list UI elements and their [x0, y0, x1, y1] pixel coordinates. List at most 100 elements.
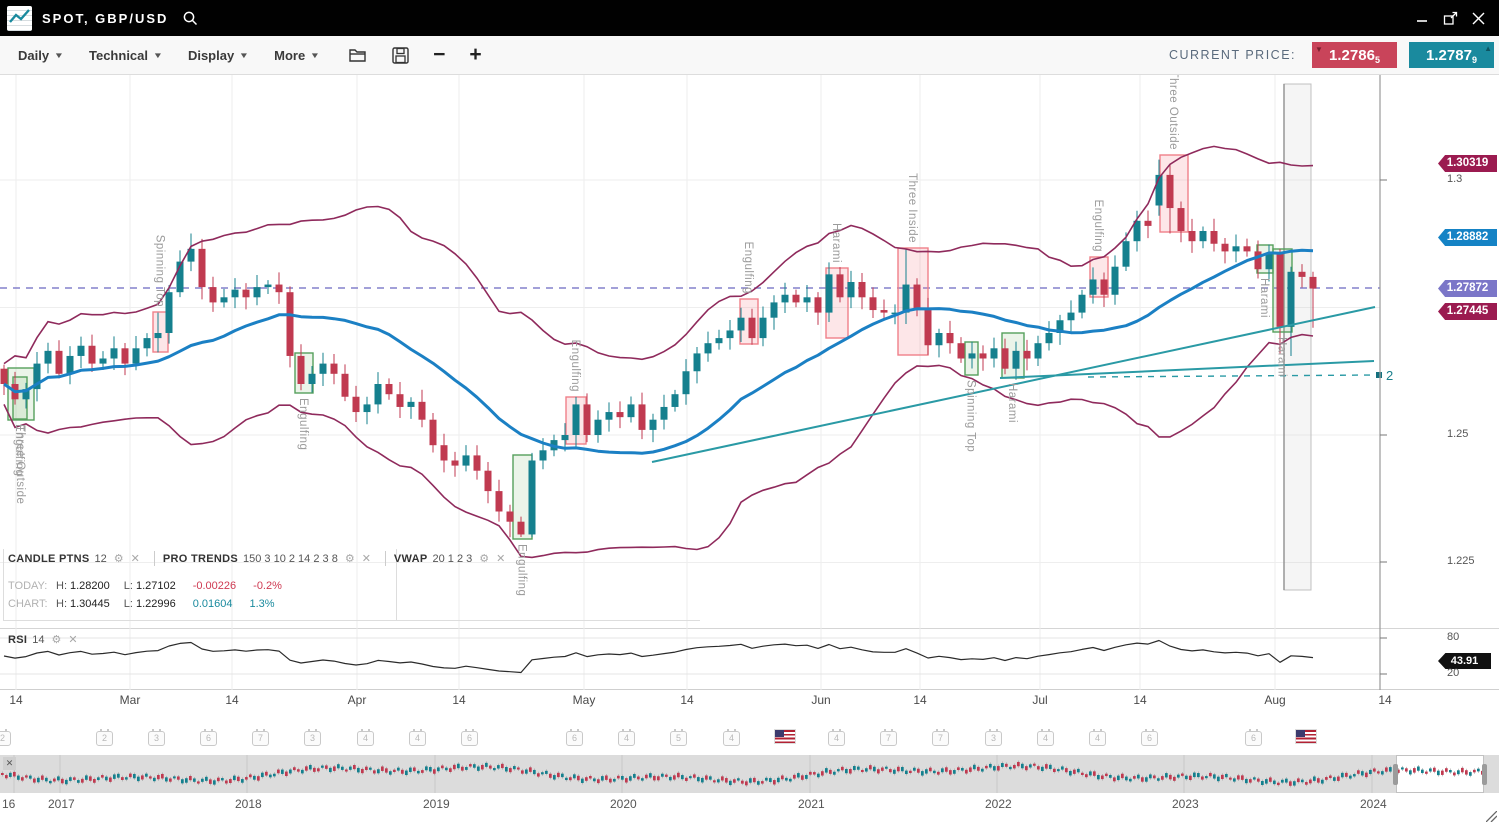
navigator-selection-window[interactable]: [1393, 755, 1487, 793]
svg-text:Harami: Harami: [1276, 337, 1288, 377]
price-badge: 1.27872: [1438, 280, 1497, 297]
today-high: 1.28200: [70, 580, 110, 592]
calendar-event-icon[interactable]: 4: [357, 729, 374, 746]
timeline-navigator[interactable]: ✕: [0, 755, 1499, 793]
navigator-year-label: 2020: [610, 797, 637, 811]
bid-value: 1.2786: [1329, 46, 1375, 64]
legend-vwap-params: 20 1 2 3: [432, 552, 473, 565]
rsi-value-badge: 43.91: [1438, 653, 1491, 669]
svg-text:Three Outside: Three Outside: [14, 425, 26, 504]
legend-vwap-name: VWAP: [393, 552, 428, 565]
x-axis-label: 14: [1133, 693, 1147, 707]
calendar-event-icon[interactable]: 3: [304, 729, 321, 746]
navigator-right-handle[interactable]: [1482, 764, 1487, 785]
x-axis-label: 14: [1378, 693, 1392, 707]
legend-vwap[interactable]: VWAP 20 1 2 3 ⚙ ✕: [393, 552, 506, 566]
close-button[interactable]: [1469, 9, 1487, 27]
price-badge: 1.30319: [1438, 155, 1497, 172]
close-icon[interactable]: ✕: [361, 553, 371, 565]
zoom-out-button[interactable]: −: [433, 43, 446, 66]
svg-text:Engulfing: Engulfing: [1092, 200, 1104, 252]
svg-text:Harami: Harami: [1258, 278, 1270, 318]
calendar-event-icon[interactable]: 7: [932, 729, 949, 746]
menu-daily[interactable]: Daily ▼: [12, 44, 69, 67]
toolbar: Daily ▼ Technical ▼ Display ▼ More ▼: [0, 36, 1499, 75]
navigator-year-label: 2023: [1172, 797, 1199, 811]
x-axis-label: 14: [913, 693, 927, 707]
navigator-close-icon[interactable]: ✕: [3, 757, 16, 770]
title-bar: SPOT, GBP/USD: [0, 0, 1499, 36]
navigator-year-label: 2021: [798, 797, 825, 811]
x-axis-label: 14: [9, 693, 23, 707]
close-icon[interactable]: ✕: [130, 553, 140, 565]
x-axis-label: Jun: [811, 693, 831, 707]
menu-technical[interactable]: Technical ▼: [83, 44, 168, 67]
calendar-event-icon[interactable]: 4: [1037, 729, 1054, 746]
x-axis-label: 14: [225, 693, 239, 707]
calendar-event-icon[interactable]: 7: [252, 729, 269, 746]
calendar-event-icon[interactable]: 4: [409, 729, 426, 746]
navigator-left-handle[interactable]: [1393, 764, 1398, 785]
calendar-event-icon[interactable]: 4: [828, 729, 845, 746]
navigator-canvas[interactable]: [0, 755, 1499, 793]
svg-text:Engulfing: Engulfing: [742, 242, 754, 294]
rsi-axis-tick: 20: [1447, 667, 1460, 679]
chart-stage: 2 Three Outside Engulfing Spinning Top Engul…: [0, 75, 1499, 824]
popout-button[interactable]: [1441, 9, 1459, 27]
calendar-event-icon[interactable]: 6: [200, 729, 217, 746]
legend-candle-ptns-name: CANDLE PTNS: [8, 552, 90, 565]
navigator-year-label: 2024: [1360, 797, 1387, 811]
menu-display[interactable]: Display ▼: [182, 44, 254, 67]
gear-icon[interactable]: ⚙: [479, 553, 490, 565]
gear-icon[interactable]: ⚙: [344, 553, 355, 565]
legend-divider: [153, 551, 155, 566]
calendar-event-icon[interactable]: 6: [566, 729, 583, 746]
bid-sub-digit: 5: [1374, 55, 1380, 65]
price-axis-tick: 1.3: [1447, 173, 1463, 185]
legend-candle-ptns[interactable]: CANDLE PTNS 12 ⚙ ✕: [8, 552, 140, 566]
high-label: H:: [56, 580, 67, 592]
menu-more[interactable]: More ▼: [268, 44, 325, 67]
calendar-event-icon[interactable]: 6: [1141, 729, 1158, 746]
calendar-event-icon[interactable]: 7: [880, 729, 897, 746]
svg-text:Three Outside: Three Outside: [1167, 75, 1179, 150]
close-icon[interactable]: ✕: [68, 634, 78, 646]
calendar-event-icon[interactable]: 4: [1089, 729, 1106, 746]
calendar-event-icon[interactable]: 6: [1245, 729, 1262, 746]
x-axis-label: 14: [452, 693, 466, 707]
us-flag-icon[interactable]: [775, 730, 795, 743]
calendar-event-icon[interactable]: 5: [670, 729, 687, 746]
calendar-event-icon[interactable]: 4: [618, 729, 635, 746]
calendar-event-icon[interactable]: 3: [985, 729, 1002, 746]
calendar-event-icon[interactable]: 2: [96, 729, 113, 746]
legend-divider: [384, 551, 386, 566]
svg-text:Three Inside: Three Inside: [906, 173, 918, 243]
calendar-event-icon[interactable]: 2: [0, 729, 11, 746]
open-folder-icon[interactable]: [349, 47, 368, 63]
calendar-event-icon[interactable]: 4: [723, 729, 740, 746]
save-icon[interactable]: [392, 46, 409, 64]
bid-price: ▼ 1.2786 5: [1312, 42, 1397, 68]
search-icon[interactable]: [182, 10, 199, 27]
menu-more-label: More: [274, 47, 306, 63]
svg-text:2: 2: [1386, 368, 1393, 383]
today-change-pct: -0.2%: [253, 580, 282, 592]
calendar-event-icon[interactable]: 6: [461, 729, 478, 746]
us-flag-icon[interactable]: [1296, 730, 1316, 743]
svg-text:Harami: Harami: [830, 223, 842, 263]
zoom-in-button[interactable]: +: [469, 43, 482, 66]
legend-pro-trends-name: PRO TRENDS: [162, 552, 238, 565]
minimize-button[interactable]: [1413, 9, 1431, 27]
rsi-legend[interactable]: RSI 14 ⚙ ✕: [8, 633, 78, 647]
rsi-pane-canvas[interactable]: [0, 628, 1499, 690]
gear-icon[interactable]: ⚙: [51, 634, 62, 646]
x-axis-label: Jul: [1032, 693, 1048, 707]
gear-icon[interactable]: ⚙: [113, 553, 124, 565]
legend-pro-trends[interactable]: PRO TRENDS 150 3 10 2 14 2 3 8 ⚙ ✕: [162, 552, 371, 566]
legend-divider: [396, 549, 397, 621]
today-low: 1.27102: [135, 580, 176, 592]
calendar-event-icon[interactable]: 3: [148, 729, 165, 746]
close-icon[interactable]: ✕: [496, 553, 506, 565]
